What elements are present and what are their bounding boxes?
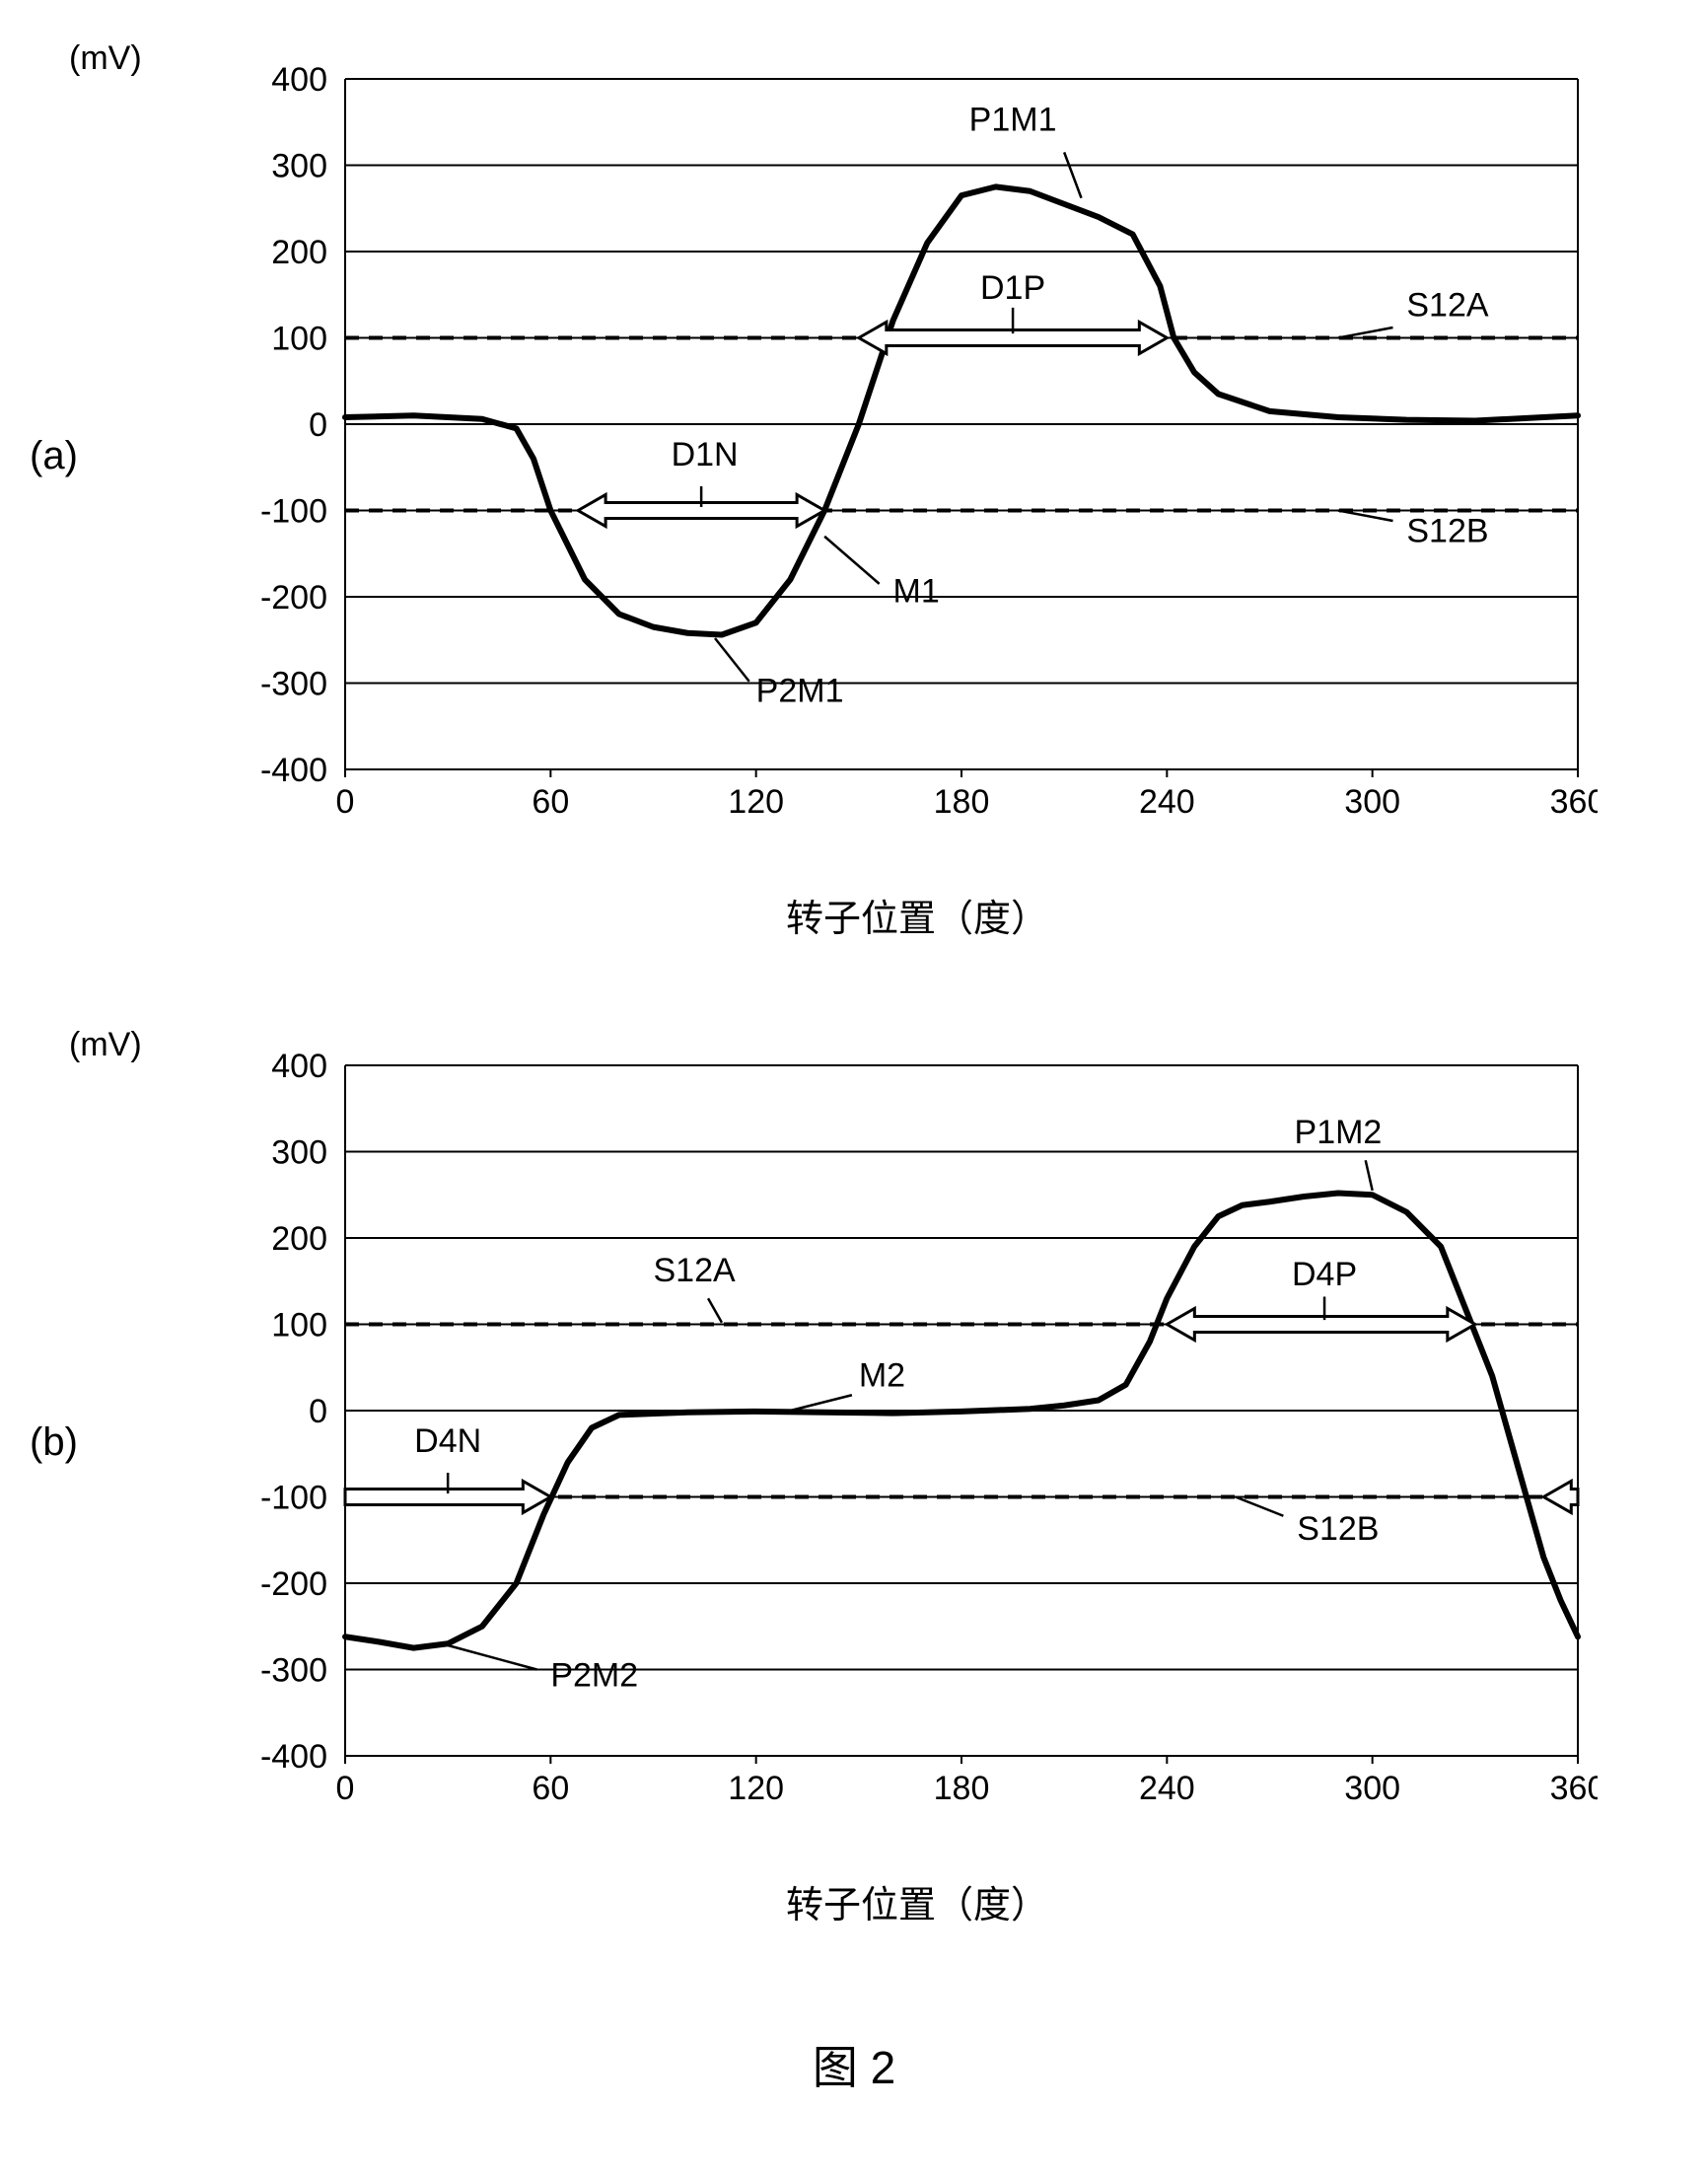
svg-text:240: 240 [1139, 783, 1195, 821]
svg-text:300: 300 [1344, 1770, 1400, 1807]
svg-text:S12A: S12A [1406, 287, 1488, 325]
figure-caption: 图 2 [755, 2032, 953, 2097]
svg-text:D4P: D4P [1292, 1256, 1357, 1293]
svg-text:400: 400 [271, 1048, 327, 1085]
svg-text:0: 0 [309, 1393, 327, 1430]
svg-text:S12A: S12A [654, 1252, 736, 1289]
svg-text:D1N: D1N [672, 436, 739, 473]
svg-text:100: 100 [271, 1307, 327, 1345]
svg-text:120: 120 [728, 783, 784, 821]
svg-text:240: 240 [1139, 1770, 1195, 1807]
svg-text:300: 300 [271, 1134, 327, 1172]
svg-text:300: 300 [271, 148, 327, 185]
y-unit-a: (mV) [69, 39, 142, 78]
svg-text:60: 60 [532, 783, 569, 821]
svg-text:400: 400 [271, 61, 327, 99]
chart-a: -400 -300 -200 -100 0 100 200 300 400 0 60 120 180 24… [237, 59, 1598, 829]
svg-text:P1M2: P1M2 [1295, 1114, 1383, 1151]
svg-text:-400: -400 [260, 752, 327, 789]
svg-text:100: 100 [271, 321, 327, 358]
svg-text:60: 60 [532, 1770, 569, 1807]
svg-text:-300: -300 [260, 666, 327, 703]
svg-text:P2M2: P2M2 [550, 1656, 638, 1694]
svg-text:M1: M1 [893, 573, 940, 611]
chart-b: -400 -300 -200 -100 0 100 200 300 400 0 60 120 180 24… [237, 1046, 1598, 1815]
svg-text:-100: -100 [260, 493, 327, 531]
svg-text:-300: -300 [260, 1652, 327, 1690]
svg-text:D4N: D4N [414, 1422, 481, 1460]
panel-label-b: (b) [30, 1420, 78, 1465]
svg-text:200: 200 [271, 234, 327, 271]
x-axis-label-a: 转子位置（度） [720, 888, 1114, 942]
x-axis-label-b: 转子位置（度） [720, 1874, 1114, 1928]
svg-text:-200: -200 [260, 579, 327, 617]
svg-text:S12B: S12B [1297, 1510, 1379, 1548]
svg-text:120: 120 [728, 1770, 784, 1807]
svg-text:0: 0 [336, 783, 355, 821]
svg-text:200: 200 [271, 1220, 327, 1258]
svg-text:360: 360 [1550, 1770, 1598, 1807]
svg-text:180: 180 [934, 1770, 990, 1807]
page: (mV) (a) -400 -300 -200 -100 0 100 200 300 400 0 6… [0, 0, 1708, 2181]
svg-text:0: 0 [336, 1770, 355, 1807]
svg-text:180: 180 [934, 783, 990, 821]
svg-text:0: 0 [309, 406, 327, 444]
svg-text:S12B: S12B [1406, 512, 1488, 549]
panel-label-a: (a) [30, 434, 78, 478]
svg-text:-400: -400 [260, 1738, 327, 1776]
svg-text:D1P: D1P [980, 269, 1045, 307]
svg-text:-200: -200 [260, 1565, 327, 1603]
svg-text:M2: M2 [859, 1357, 905, 1395]
svg-text:P1M1: P1M1 [969, 102, 1057, 139]
y-unit-b: (mV) [69, 1026, 142, 1064]
svg-text:300: 300 [1344, 783, 1400, 821]
svg-text:-100: -100 [260, 1480, 327, 1517]
svg-text:P2M1: P2M1 [756, 672, 844, 709]
svg-text:360: 360 [1550, 783, 1598, 821]
